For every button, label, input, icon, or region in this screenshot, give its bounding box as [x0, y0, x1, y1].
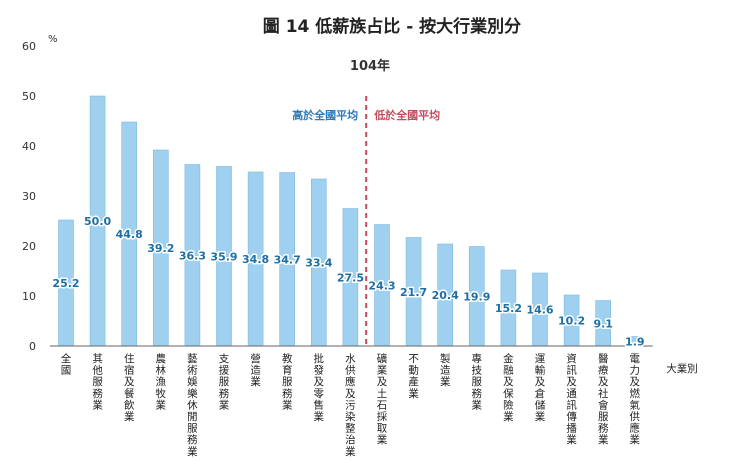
- category-label: 醫療及社會服務業: [598, 353, 609, 446]
- category-labels: 全國 其他服務業 住宿及餐飲業 農林漁牧業 藝術娛樂休閒服務業 支援服務業 營造業 教育服務業…: [61, 352, 641, 458]
- bar-value-label: 35.9: [210, 250, 237, 263]
- y-tick-label: 50: [22, 90, 36, 103]
- bar-value-label: 20.4: [432, 289, 459, 302]
- category-label: 全國: [61, 352, 72, 377]
- bar-value-label: 36.3: [179, 249, 206, 262]
- y-tick-label: 10: [22, 290, 36, 303]
- bar-value-label: 19.9: [463, 290, 490, 303]
- category-label: 不動產業: [408, 353, 419, 400]
- above-average-label: 高於全國平均: [292, 108, 358, 122]
- bar-value-label: 34.8: [242, 253, 269, 266]
- category-label: 教育服務業: [282, 352, 293, 411]
- category-label: 運輸及倉儲業: [535, 353, 546, 423]
- category-label: 農林漁牧業: [156, 352, 167, 411]
- category-label: 住宿及餐飲業: [124, 352, 135, 423]
- category-label: 金融及保險業: [503, 352, 514, 423]
- chart-subtitle: 104年: [350, 58, 390, 74]
- bar-value-label: 25.2: [52, 277, 79, 290]
- y-tick-label: 0: [29, 340, 36, 353]
- category-label: 資訊及通訊傳播業: [566, 353, 577, 446]
- y-tick-label: 30: [22, 190, 36, 203]
- y-tick-label: 40: [22, 140, 36, 153]
- category-label: 支援服務業: [219, 353, 230, 411]
- category-label: 製造業: [440, 352, 451, 388]
- x-axis-title: 大業別: [666, 362, 698, 375]
- category-label: 藝術娛樂休閒服務業: [187, 352, 198, 458]
- category-label: 專技服務業: [472, 352, 483, 411]
- category-label: 其他服務業: [92, 353, 103, 411]
- bar-value-label: 39.2: [147, 242, 174, 255]
- bar-value-label: 34.7: [274, 253, 301, 266]
- bars: [58, 95, 643, 347]
- value-labels: 25.2 50.0 44.8 39.2 36.3 35.9 34.8 34.7 33.4 27.5…: [51, 214, 646, 350]
- y-tick-label: 60: [22, 40, 36, 53]
- bar-value-label: 10.2: [558, 315, 585, 328]
- bar-value-label: 14.6: [526, 304, 553, 317]
- category-label: 電力及燃氣供應業: [630, 353, 641, 446]
- bar-value-label: 50.0: [84, 215, 111, 228]
- category-label: 批發及零售業: [314, 352, 325, 423]
- bar-value-label: 9.1: [593, 317, 613, 330]
- bar-value-label: 15.2: [495, 302, 522, 315]
- category-label: 礦業及土石採取業: [377, 352, 388, 446]
- bar-value-label: 27.5: [337, 271, 364, 284]
- bar-value-label: 33.4: [305, 257, 332, 270]
- bar-value-label: 24.3: [368, 279, 395, 292]
- y-tick-label: 20: [22, 240, 36, 253]
- y-axis-unit: %: [48, 34, 58, 45]
- bar-value-label: 1.9: [625, 335, 645, 348]
- bar-value-label: 44.8: [116, 228, 143, 241]
- category-label: 營造業: [250, 352, 261, 388]
- category-label: 水供應及污染整治業: [345, 353, 356, 458]
- below-average-label: 低於全國平均: [373, 108, 440, 122]
- y-axis-ticks: 0 10 20 30 40 50 60: [22, 40, 36, 353]
- bar-value-label: 21.7: [400, 286, 427, 299]
- chart-title: 圖 14 低薪族占比 - 按大行業別分: [263, 16, 521, 37]
